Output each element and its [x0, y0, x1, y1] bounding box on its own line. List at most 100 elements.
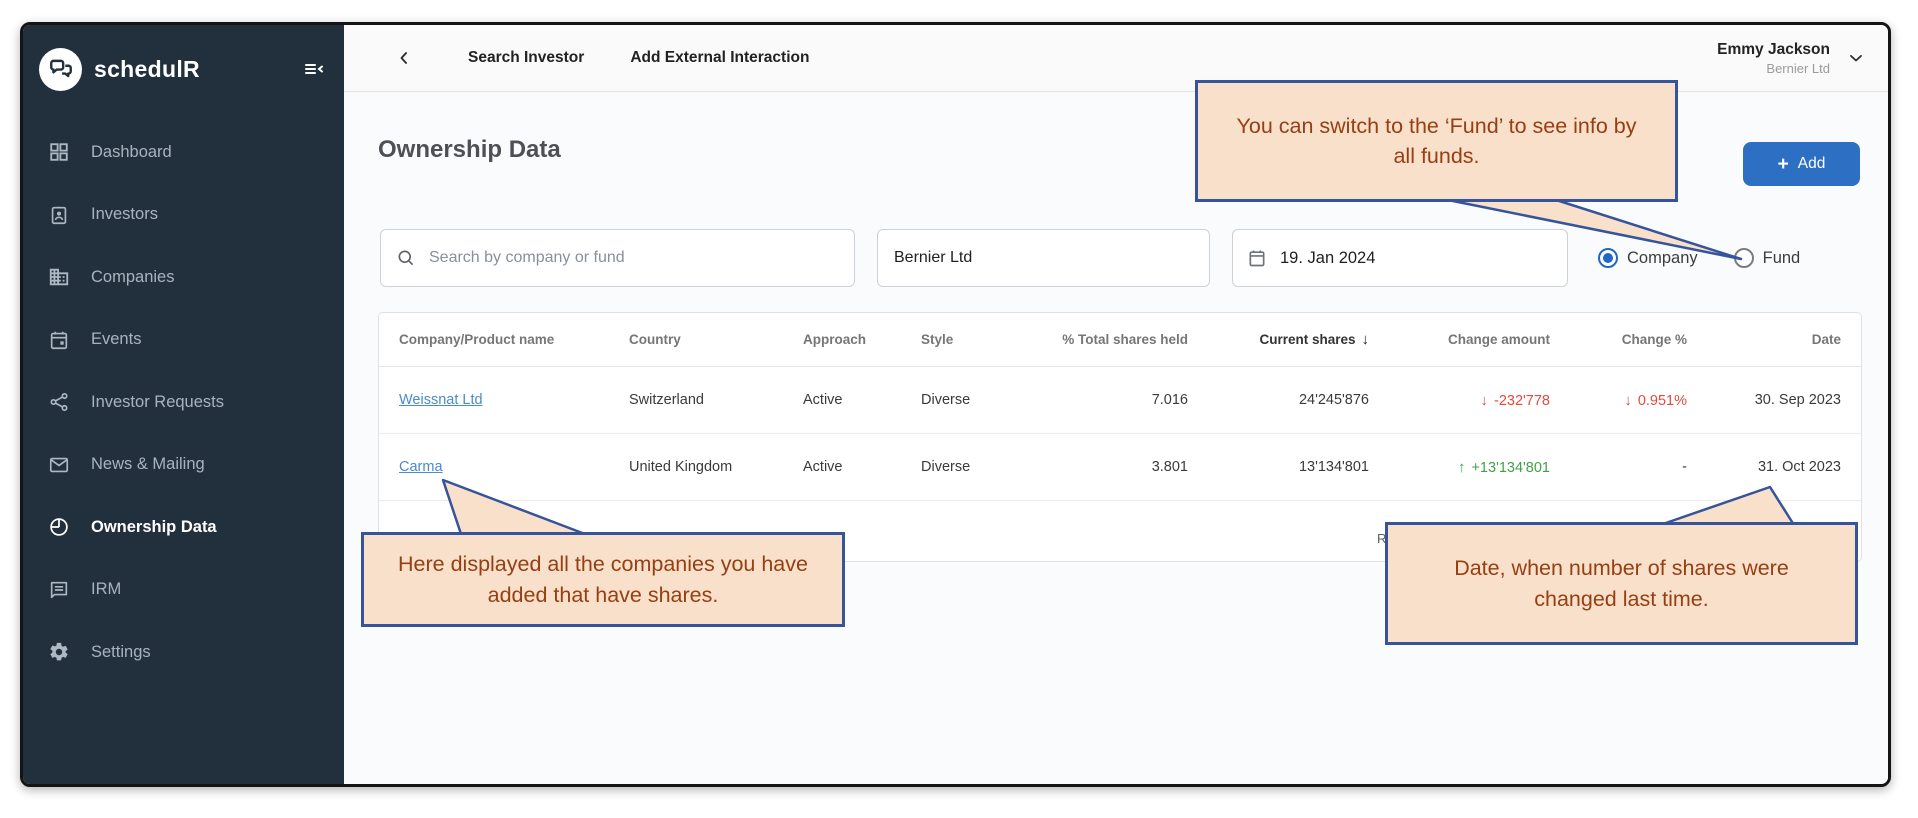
- cell-country: United Kingdom: [629, 459, 733, 475]
- cell-change-amount: ↑ +13'134'801: [1457, 458, 1550, 476]
- pie-chart-icon: [47, 515, 71, 539]
- column-header-country[interactable]: Country: [629, 332, 681, 347]
- sidebar-item-label: News & Mailing: [91, 455, 205, 474]
- radio-company-label: Company: [1627, 248, 1698, 267]
- sidebar-item-irm[interactable]: IRM: [23, 559, 344, 622]
- radio-company[interactable]: Company: [1598, 248, 1698, 268]
- user-menu[interactable]: Emmy Jackson Bernier Ltd: [1717, 41, 1866, 76]
- sidebar-collapse-button[interactable]: [302, 57, 326, 81]
- table-header-row: Company/Product name Country Approach St…: [379, 313, 1861, 367]
- sidebar-item-settings[interactable]: Settings: [23, 621, 344, 684]
- collapse-menu-icon: [305, 64, 323, 74]
- topnav-search-investor[interactable]: Search Investor: [468, 49, 585, 66]
- radio-fund[interactable]: Fund: [1733, 248, 1801, 268]
- view-toggle-radio-group: Company Fund: [1598, 228, 1800, 288]
- cell-style: Diverse: [921, 459, 971, 475]
- radio-fund-label: Fund: [1762, 248, 1801, 267]
- column-header-style[interactable]: Style: [921, 332, 954, 347]
- column-header-approach[interactable]: Approach: [803, 332, 867, 347]
- sidebar-item-ownership-data[interactable]: Ownership Data: [23, 496, 344, 559]
- user-name: Emmy Jackson: [1717, 40, 1830, 58]
- chevron-down-icon[interactable]: [1846, 48, 1866, 68]
- topbar: Search Investor Add External Interaction…: [344, 25, 1888, 92]
- cell-current-shares: 24'245'876: [1298, 392, 1369, 408]
- sidebar-item-label: Events: [91, 330, 142, 349]
- user-company: Bernier Ltd: [1766, 60, 1830, 76]
- dashboard-grid-icon: [47, 140, 71, 164]
- sidebar-item-label: Companies: [91, 267, 175, 286]
- envelope-icon: [47, 453, 71, 477]
- sidebar-menu: Dashboard Investors Comp: [23, 121, 344, 684]
- app-logo: [39, 47, 82, 91]
- callout-text: You can switch to the ‘Fund’ to see info…: [1236, 113, 1637, 168]
- date-input[interactable]: 19. Jan 2024: [1232, 229, 1568, 287]
- sidebar-item-label: IRM: [91, 580, 122, 599]
- column-header-change-amount[interactable]: Change amount: [1447, 332, 1550, 347]
- column-header-total-shares[interactable]: % Total shares held: [1062, 332, 1188, 347]
- column-header-change-pct[interactable]: Change %: [1621, 332, 1687, 347]
- sidebar-item-news-mailing[interactable]: News & Mailing: [23, 434, 344, 497]
- callout-fund-toggle: You can switch to the ‘Fund’ to see info…: [1195, 80, 1678, 202]
- callout-companies-list: Here displayed all the companies you hav…: [361, 532, 845, 627]
- cell-country: Switzerland: [629, 392, 704, 408]
- column-header-date[interactable]: Date: [1811, 332, 1841, 347]
- user-info: Emmy Jackson Bernier Ltd: [1717, 41, 1830, 76]
- building-icon: [47, 265, 71, 289]
- sidebar-item-events[interactable]: Events: [23, 309, 344, 372]
- company-link[interactable]: Weissnat Ltd: [399, 392, 483, 408]
- sort-desc-icon[interactable]: ↓: [1361, 331, 1370, 348]
- cell-change-pct: ↓ 0.951%: [1624, 391, 1687, 409]
- share-icon: [47, 390, 71, 414]
- cell-total-shares-pct: 7.016: [1151, 392, 1188, 408]
- gear-icon: [47, 640, 71, 664]
- date-value: 19. Jan 2024: [1280, 248, 1376, 267]
- cell-date: 30. Sep 2023: [1754, 392, 1841, 408]
- search-input[interactable]: [380, 229, 855, 287]
- topnav-add-external-interaction[interactable]: Add External Interaction: [630, 49, 810, 66]
- arrow-up-icon: ↑: [1457, 458, 1466, 476]
- sidebar-item-label: Settings: [91, 642, 151, 661]
- search-icon: [398, 250, 414, 266]
- sidebar-item-companies[interactable]: Companies: [23, 246, 344, 309]
- add-button[interactable]: + Add: [1743, 142, 1860, 186]
- cell-approach: Active: [803, 459, 843, 475]
- calendar-icon: [47, 328, 71, 352]
- sidebar-item-label: Investor Requests: [91, 392, 224, 411]
- sidebar-item-label: Investors: [91, 205, 158, 224]
- sidebar: schedulR Dashboard: [23, 25, 344, 784]
- cell-current-shares: 13'134'801: [1298, 459, 1369, 475]
- page-title: Ownership Data: [378, 136, 561, 163]
- callout-text: Date, when number of shares were changed…: [1454, 556, 1789, 611]
- pagination-text-truncated: R: [1377, 531, 1387, 546]
- column-header-company[interactable]: Company/Product name: [399, 332, 555, 347]
- radio-checked-icon: [1598, 248, 1618, 268]
- arrow-down-icon: ↓: [1624, 391, 1632, 409]
- radio-unchecked-icon: [1733, 248, 1754, 268]
- sidebar-item-label: Dashboard: [91, 142, 172, 161]
- badge-icon: [47, 203, 71, 227]
- back-button[interactable]: [394, 48, 414, 68]
- chat-icon: [47, 578, 71, 602]
- arrow-down-icon: ↓: [1480, 391, 1489, 409]
- company-input[interactable]: [877, 229, 1210, 287]
- plus-icon: +: [1777, 153, 1789, 175]
- sidebar-header: schedulR: [23, 25, 344, 113]
- cell-style: Diverse: [921, 392, 971, 408]
- cell-total-shares-pct: 3.801: [1151, 459, 1188, 475]
- sidebar-item-investor-requests[interactable]: Investor Requests: [23, 371, 344, 434]
- table-row: Carma United Kingdom Active Diverse 3.80…: [379, 434, 1861, 501]
- cell-change-amount: ↓ -232'778: [1480, 391, 1550, 409]
- sidebar-item-investors[interactable]: Investors: [23, 184, 344, 247]
- chevron-left-icon: [400, 52, 407, 64]
- table-row: Weissnat Ltd Switzerland Active Diverse …: [379, 367, 1861, 434]
- callout-date-changed: Date, when number of shares were changed…: [1385, 522, 1858, 645]
- search-field-wrap: [380, 229, 855, 287]
- column-header-current-shares[interactable]: Current shares ↓: [1259, 331, 1370, 348]
- chat-bubbles-logo-icon: [49, 59, 72, 78]
- app-window: schedulR Dashboard: [20, 22, 1891, 787]
- calendar-icon: [1249, 250, 1265, 267]
- company-link[interactable]: Carma: [399, 459, 443, 475]
- sidebar-item-dashboard[interactable]: Dashboard: [23, 121, 344, 184]
- callout-text: Here displayed all the companies you hav…: [398, 552, 808, 607]
- sidebar-item-label: Ownership Data: [91, 517, 217, 536]
